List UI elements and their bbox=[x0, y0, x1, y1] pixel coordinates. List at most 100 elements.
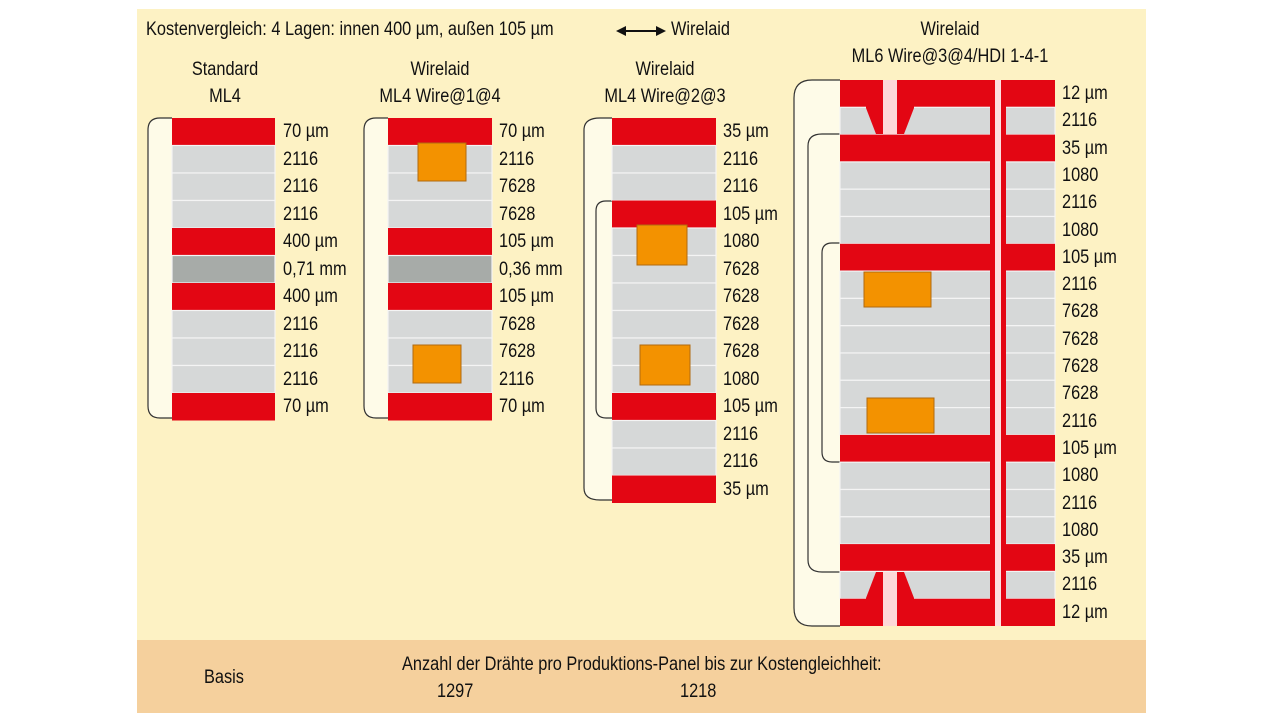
stack-4-layer-prepreg bbox=[839, 215, 1056, 245]
stack-3-layer-label: 2116 bbox=[723, 451, 759, 472]
stack-3-title-line2: ML4 Wire@2@3 bbox=[604, 86, 726, 107]
stack-3-layer-label: 35 µm bbox=[723, 121, 769, 142]
stack-2-layer-copper bbox=[388, 393, 492, 421]
lamination-bracket bbox=[807, 133, 840, 573]
stack-1-layer-core bbox=[171, 254, 276, 284]
stack-4-layer-label: 35 µm bbox=[1062, 547, 1108, 569]
stack-3-layer-label: 1080 bbox=[723, 368, 760, 390]
stack-4-layer-prepreg bbox=[839, 352, 1056, 381]
stack-4-layer-label: 7628 bbox=[1062, 328, 1099, 350]
stack-1-layer-copper bbox=[172, 118, 275, 146]
stack-4-layer-copper bbox=[840, 134, 1055, 162]
stack-3-layer-prepreg bbox=[611, 447, 717, 477]
stack-3-layer-label: 1080 bbox=[723, 231, 760, 252]
stack-1-title-line1: Standard bbox=[191, 59, 259, 80]
stack-1-layer-prepreg bbox=[171, 337, 276, 367]
stack-4-layer-label: 1080 bbox=[1062, 465, 1099, 487]
stack-1-layer-label: 2116 bbox=[283, 341, 319, 362]
microvia-top-bore bbox=[883, 80, 897, 134]
stack-2-layer-prepreg bbox=[387, 199, 493, 229]
stack-2-layer-label: 7628 bbox=[499, 341, 536, 362]
stack-1-layer-copper bbox=[172, 228, 275, 256]
footer-heading: Anzahl der Drähte pro Produktions-Panel … bbox=[402, 654, 882, 675]
stack-4-layer-copper bbox=[840, 243, 1055, 272]
stack-1-layer-label: 2116 bbox=[283, 203, 319, 225]
stack-1-layer-label: 0,71 mm bbox=[283, 258, 347, 280]
stack-3-layer-label: 105 µm bbox=[723, 396, 778, 417]
stack-4-title-line2: ML6 Wire@3@4/HDI 1-4-1 bbox=[851, 46, 1049, 67]
stack-1-layer-label: 400 µm bbox=[283, 231, 338, 252]
stack-3-layer-label: 7628 bbox=[723, 286, 760, 307]
stack-3-layer-label: 7628 bbox=[723, 341, 760, 362]
stack-1-layer-label: 70 µm bbox=[283, 396, 329, 417]
stack-1-title-line2: ML4 bbox=[209, 86, 241, 107]
stack-2-layer-prepreg bbox=[387, 309, 493, 339]
wire-square bbox=[417, 142, 467, 182]
stack-4-layer-label: 2116 bbox=[1062, 110, 1098, 132]
lamination-bracket bbox=[821, 242, 840, 463]
double-arrow-icon bbox=[616, 26, 666, 36]
stack-2-layer-label: 7628 bbox=[499, 203, 536, 225]
stack-2-layer-label: 0,36 mm bbox=[499, 258, 563, 280]
stack-4-layer-label: 1080 bbox=[1062, 519, 1099, 541]
stack-2-layer-label: 2116 bbox=[499, 368, 535, 390]
stack-3-layer-copper bbox=[612, 118, 716, 146]
stack-3-layer-prepreg bbox=[611, 144, 717, 174]
lamination-bracket bbox=[147, 117, 172, 419]
stack-1-layer-prepreg bbox=[171, 309, 276, 339]
stack-4-layer-label: 2116 bbox=[1062, 574, 1098, 596]
stack-3-layer-prepreg bbox=[611, 282, 717, 312]
stack-4-title-line1: Wirelaid bbox=[920, 19, 980, 40]
stack-3-layer-prepreg bbox=[611, 419, 717, 449]
stack-1-layer-label: 2116 bbox=[283, 176, 319, 197]
stack-4-layer-prepreg bbox=[839, 188, 1056, 218]
stack-1-layer-prepreg bbox=[171, 172, 276, 202]
footer-value-2: 1218 bbox=[680, 681, 717, 702]
wire-square bbox=[412, 344, 462, 384]
stack-4-layer-label: 2116 bbox=[1062, 274, 1098, 296]
stack-1-layer-label: 2116 bbox=[283, 368, 319, 390]
stack-3-layer-label: 7628 bbox=[723, 258, 760, 280]
stack-2-layer-core bbox=[387, 254, 493, 284]
stack-4-layer-prepreg bbox=[839, 325, 1056, 354]
stack-3-layer-label: 2116 bbox=[723, 176, 759, 197]
stack-1-layer-copper bbox=[172, 393, 275, 421]
stack-2-layer-copper bbox=[388, 283, 492, 311]
stack-4-layer-copper bbox=[840, 544, 1055, 572]
stack-4-layer-prepreg bbox=[839, 461, 1056, 491]
stack-1-layer-label: 70 µm bbox=[283, 121, 329, 142]
stack-2-layer-label: 2116 bbox=[499, 148, 535, 170]
diagram-title: Kostenvergleich: 4 Lagen: innen 400 µm, … bbox=[146, 19, 554, 40]
stack-2-layer-label: 105 µm bbox=[499, 286, 554, 307]
microvia-bottom-bore bbox=[883, 572, 897, 626]
lamination-bracket bbox=[595, 200, 612, 419]
stack-4-layer-label: 105 µm bbox=[1062, 437, 1117, 459]
stack-4-layer-label: 1080 bbox=[1062, 219, 1099, 241]
stack-4-layer-prepreg bbox=[839, 516, 1056, 545]
footer-band bbox=[137, 640, 1146, 713]
stack-4-layer-label: 7628 bbox=[1062, 383, 1099, 405]
stack-3-layer-label: 2116 bbox=[723, 423, 759, 445]
stack-1-layer-prepreg bbox=[171, 364, 276, 394]
stack-3-layer-copper bbox=[612, 475, 716, 503]
stack-4-layer-label: 12 µm bbox=[1062, 83, 1108, 104]
stack-3-title-line1: Wirelaid bbox=[635, 59, 695, 80]
stack-2-layer-copper bbox=[388, 118, 492, 146]
stack-4-layer-copper bbox=[840, 434, 1055, 463]
footer-value-1: 1297 bbox=[437, 681, 474, 702]
stack-2-layer-label: 7628 bbox=[499, 176, 536, 197]
stack-2-title-line2: ML4 Wire@1@4 bbox=[379, 86, 501, 107]
stack-4-layer-label: 35 µm bbox=[1062, 137, 1108, 159]
stack-4-layer-label: 1080 bbox=[1062, 164, 1099, 186]
stack-4-layer-label: 2116 bbox=[1062, 192, 1098, 214]
stack-2-layer-label: 7628 bbox=[499, 313, 536, 335]
stack-1-layer-label: 2116 bbox=[283, 148, 319, 170]
stack-3-layer-label: 105 µm bbox=[723, 203, 778, 225]
stack-1-layer-label: 400 µm bbox=[283, 286, 338, 307]
stack-3-layer-label: 2116 bbox=[723, 148, 759, 170]
stack-1-layer-prepreg bbox=[171, 144, 276, 174]
stack-4-layer-prepreg bbox=[839, 488, 1056, 518]
wire-square bbox=[866, 397, 935, 434]
stack-1-layer-copper bbox=[172, 283, 275, 311]
